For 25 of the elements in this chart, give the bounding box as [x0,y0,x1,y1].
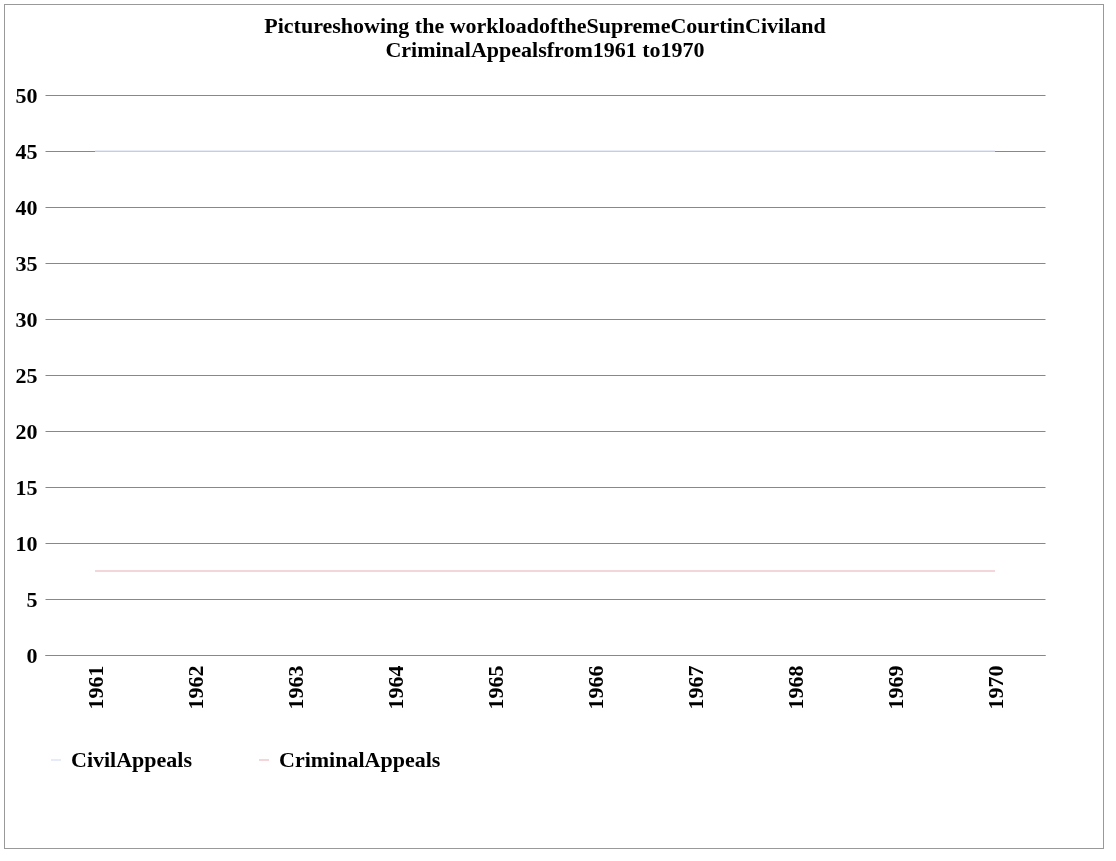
y-tick-label: 15 [15,474,38,500]
legend-label: CriminalAppeals [279,747,441,772]
x-tick-label: 1964 [382,665,408,710]
x-tick-label: 1967 [682,665,708,710]
y-tick-label: 10 [15,530,38,556]
legend-label: CivilAppeals [71,747,193,772]
y-tick-label: 0 [26,642,38,668]
x-tick-label: 1962 [182,665,208,710]
x-tick-label: 1966 [582,665,608,710]
y-tick-label: 35 [15,250,38,276]
y-tick-label: 50 [15,82,38,108]
x-tick-label: 1968 [782,665,808,710]
x-tick-label: 1961 [82,665,108,710]
x-tick-label: 1963 [282,665,308,710]
y-tick-label: 25 [15,362,38,388]
text: CriminalAppealsfrom1961 to1970 [385,37,705,62]
y-tick-label: 45 [15,138,38,164]
y-tick-label: 20 [15,418,38,444]
text: Pictureshowing the workloadoftheSupremeCourtinCiviland [264,13,826,38]
y-tick-label: 40 [15,194,38,220]
x-tick-label: 1970 [982,665,1008,710]
x-tick-label: 1969 [882,665,908,710]
y-tick-label: 5 [26,586,38,612]
x-tick-label: 1965 [482,665,508,710]
y-tick-label: 30 [15,306,38,332]
